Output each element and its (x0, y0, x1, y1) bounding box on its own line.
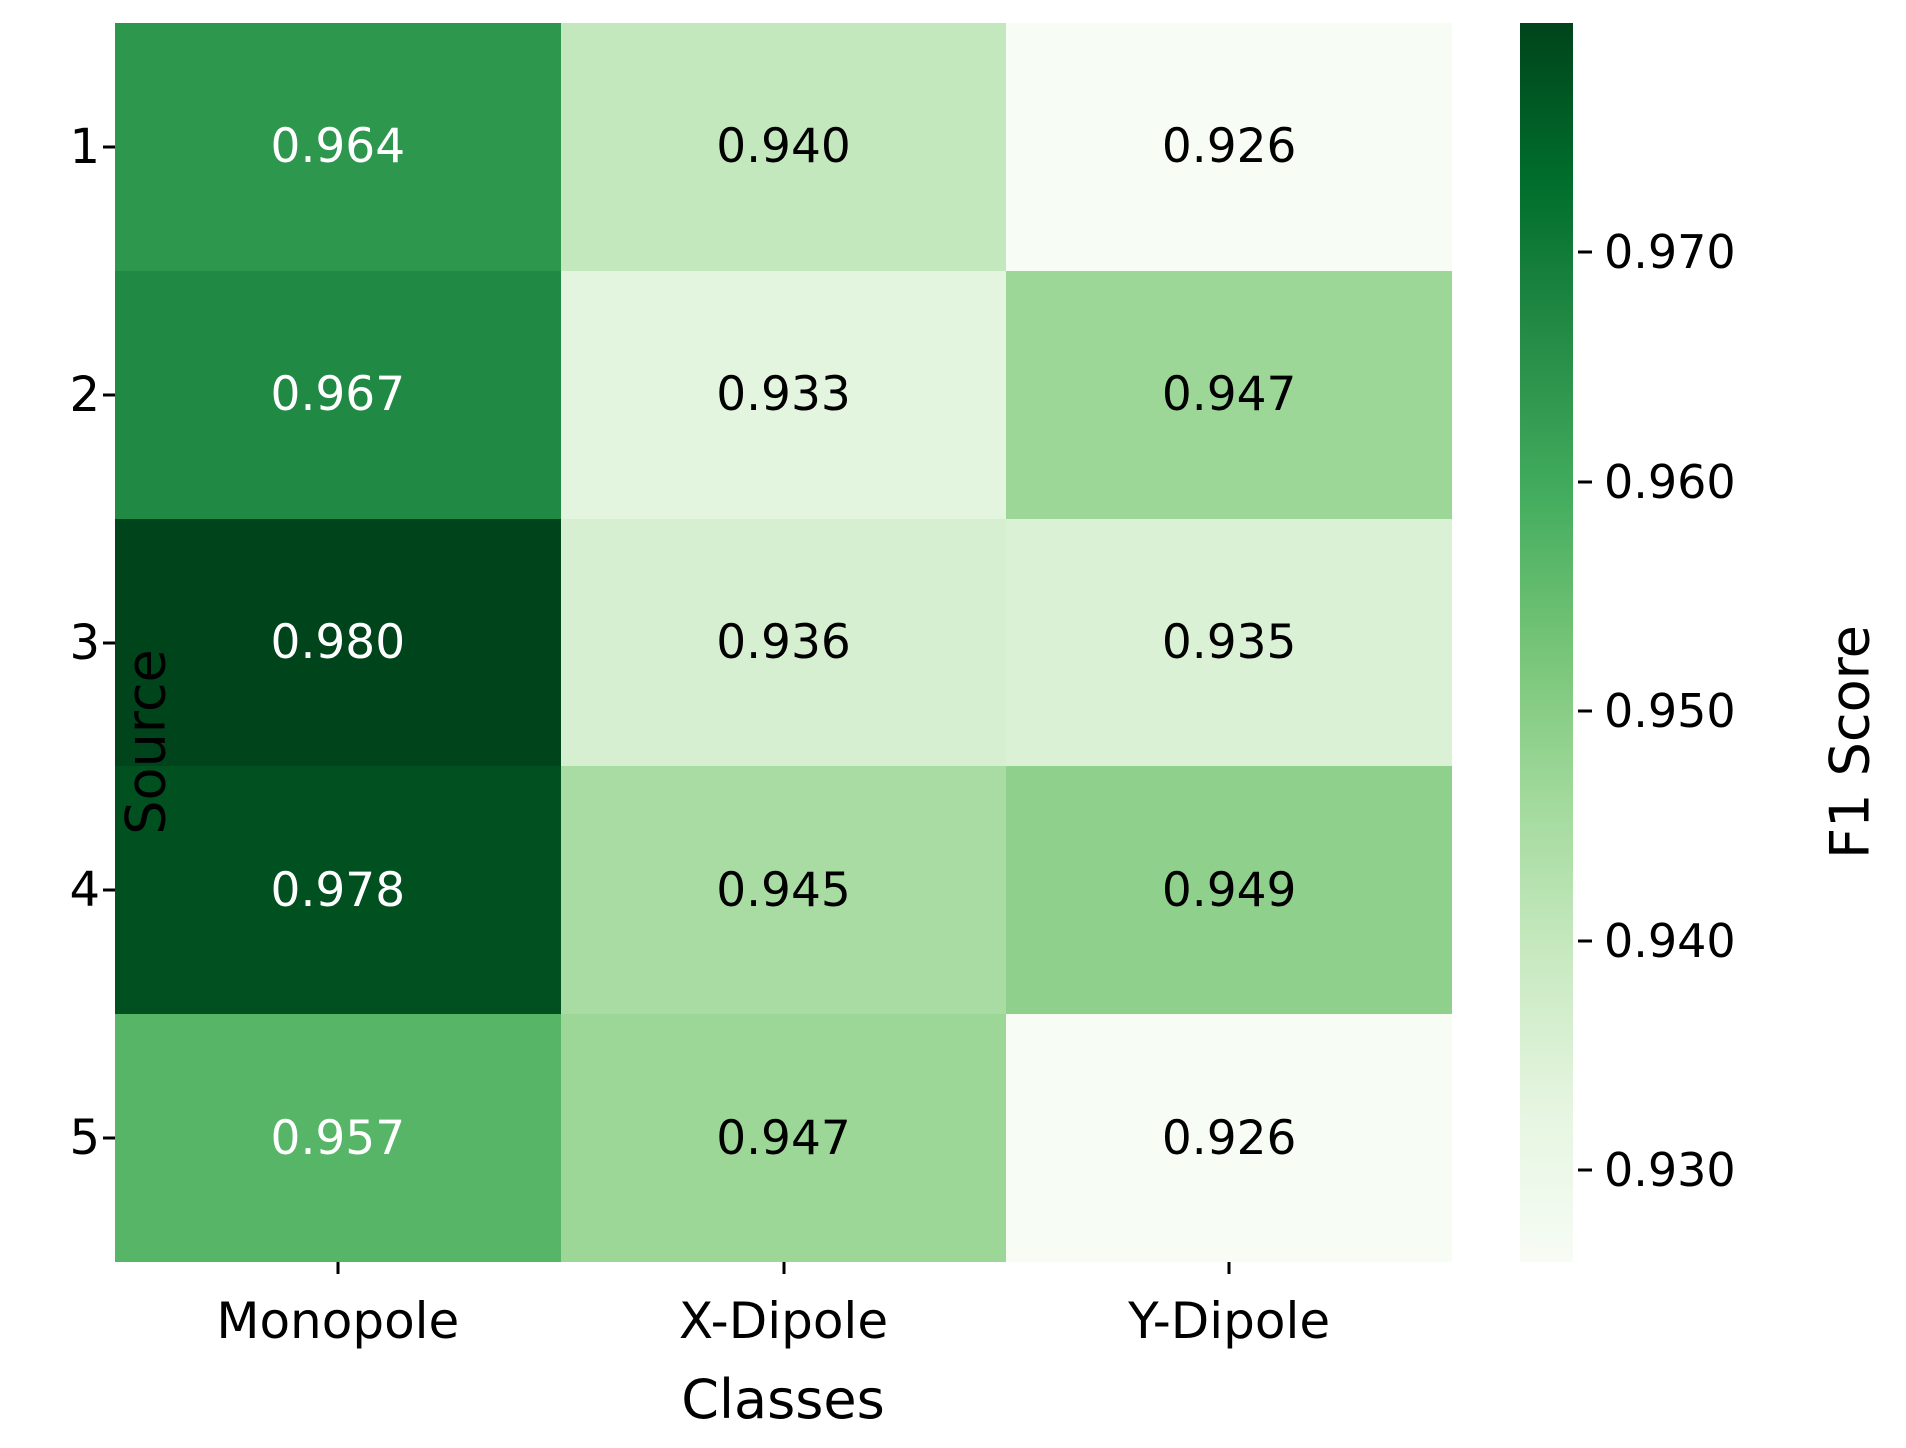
colorbar-tick-label: 0.960 (1604, 454, 1736, 509)
colorbar-tick-mark (1578, 709, 1592, 713)
cell-value: 0.964 (270, 119, 406, 175)
colorbar-tick-mark (1578, 480, 1592, 484)
cell-value: 0.936 (716, 614, 851, 670)
heatmap-cell: 0.967 (115, 270, 561, 519)
heatmap-cell: 0.978 (115, 766, 561, 1015)
heatmap-cell: 0.949 (1006, 766, 1452, 1015)
heatmap-cell: 0.935 (1006, 518, 1452, 767)
heatmap-cell: 0.964 (115, 23, 561, 271)
y-tick-label: 5 (69, 1110, 100, 1167)
y-tick-mark (103, 393, 115, 397)
colorbar (1520, 23, 1573, 1262)
y-axis-label: Source (114, 649, 178, 835)
cell-value: 0.926 (1161, 119, 1297, 175)
heatmap-cell: 0.957 (115, 1014, 561, 1262)
x-tick-label: X-Dipole (678, 1292, 889, 1350)
heatmap-cell: 0.936 (560, 518, 1007, 767)
cell-value: 0.947 (1161, 367, 1297, 423)
heatmap-cell: 0.945 (560, 766, 1007, 1015)
cell-value: 0.926 (1161, 1110, 1297, 1166)
x-tick-label: Y-Dipole (1128, 1292, 1331, 1350)
cell-value: 0.978 (270, 862, 406, 918)
cell-value: 0.940 (716, 119, 851, 175)
colorbar-tick-mark (1578, 939, 1592, 943)
heatmap-cell: 0.947 (560, 1014, 1007, 1262)
y-tick-label: 2 (69, 366, 100, 423)
colorbar-tick-label: 0.930 (1604, 1143, 1736, 1198)
y-tick-mark (103, 1136, 115, 1140)
cell-value: 0.933 (716, 367, 851, 423)
x-tick-mark (782, 1262, 785, 1274)
x-tick-mark (1227, 1262, 1231, 1274)
heatmap-grid: 0.964 0.940 0.926 0.967 0.933 0.947 0.980 0.936… (115, 23, 1452, 1262)
x-tick-label: Monopole (216, 1292, 460, 1350)
colorbar-tick-label: 0.950 (1604, 684, 1736, 739)
heatmap-cell: 0.933 (560, 270, 1007, 519)
cell-value: 0.957 (270, 1110, 406, 1166)
cell-value: 0.945 (716, 862, 851, 918)
cell-value: 0.949 (1161, 862, 1297, 918)
colorbar-tick-mark (1578, 1168, 1592, 1172)
y-tick-mark (103, 641, 115, 644)
heatmap-cell: 0.926 (1006, 23, 1452, 271)
y-tick-mark (103, 888, 115, 892)
colorbar-tick-label: 0.970 (1604, 225, 1736, 280)
x-axis-label: Classes (681, 1368, 885, 1431)
heatmap-cell: 0.947 (1006, 270, 1452, 519)
y-tick-label: 3 (69, 614, 100, 671)
colorbar-tick-mark (1578, 250, 1592, 254)
x-tick-mark (336, 1262, 340, 1274)
colorbar-tick-label: 0.940 (1604, 913, 1736, 968)
y-tick-label: 4 (69, 862, 100, 919)
cell-value: 0.935 (1161, 614, 1297, 670)
y-tick-label: 1 (69, 118, 100, 175)
y-tick-mark (103, 145, 115, 149)
heatmap-cell: 0.980 (115, 518, 561, 767)
colorbar-label: F1 Score (1818, 625, 1882, 859)
cell-value: 0.947 (716, 1110, 851, 1166)
cell-value: 0.967 (270, 367, 406, 423)
heatmap-cell: 0.940 (560, 23, 1007, 271)
cell-value: 0.980 (270, 614, 406, 670)
heatmap-cell: 0.926 (1006, 1014, 1452, 1262)
